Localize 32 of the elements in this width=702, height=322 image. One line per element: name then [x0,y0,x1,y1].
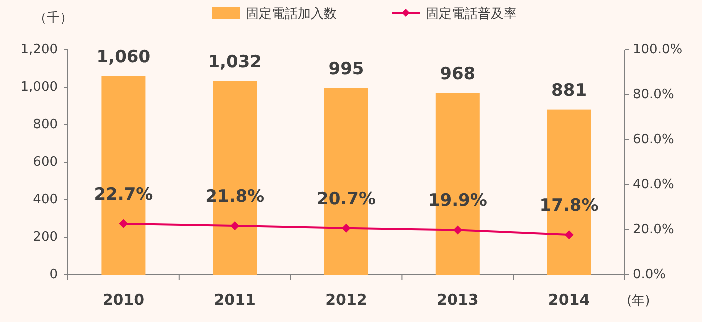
point [564,230,574,240]
point [119,219,128,228]
y2-tick-label: 80.0% [633,88,674,102]
y-tick-label: 400 [33,192,58,208]
y-tick-label: 1,000 [20,80,58,95]
data-label: 968 [440,64,476,84]
y2-tick-label: 0.0% [633,268,666,282]
x-tick-label: 2012 [326,291,368,309]
y-tick-label: 0 [50,268,58,282]
y2-tick-label: 60.0% [633,132,674,148]
y-tick-label: 1,200 [20,42,58,58]
x-axis-title: (年) [627,294,650,309]
x-tick-label: 2014 [548,291,590,309]
y-axis-title: （千） [34,11,73,26]
y-tick-label: 200 [33,230,58,245]
data-label: 995 [328,59,364,80]
x-tick-label: 2010 [102,291,145,309]
y2-tick-label: 100.0% [633,42,683,58]
data-label: 881 [552,80,588,101]
legend-label: 固定電話加入数 [246,7,337,22]
x-tick-label: 2013 [437,291,479,309]
point [342,224,351,233]
point [453,226,462,235]
data-label: 1,032 [208,52,262,72]
y2-tick-label: 40.0% [633,178,674,192]
data-label: 1,060 [96,47,151,68]
y2-tick-label: 20.0% [633,222,674,238]
point [230,221,240,230]
y-tick-label: 600 [33,155,58,170]
y-tick-label: 800 [33,118,58,132]
x-tick-label: 2011 [214,291,256,309]
legend-label: 固定電話普及率 [426,6,517,22]
